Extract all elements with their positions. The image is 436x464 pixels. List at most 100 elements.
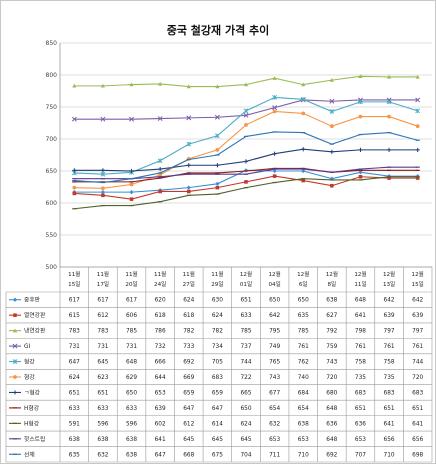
- table-cell: 624: [183, 298, 194, 304]
- data-point: [215, 185, 220, 190]
- table-cell: 623: [97, 375, 108, 381]
- data-point: [100, 116, 106, 122]
- table-cell: 633: [97, 406, 108, 412]
- table-cell: 743: [326, 360, 337, 366]
- table-cell: 683: [412, 390, 423, 396]
- data-point: [215, 147, 220, 152]
- table-cell: 647: [69, 360, 80, 366]
- table-cell: 641: [384, 421, 395, 427]
- data-point: [301, 111, 306, 116]
- table-cell: 731: [97, 344, 108, 350]
- x-category-month: 11월: [211, 270, 223, 278]
- data-point: [415, 97, 421, 103]
- data-point: [415, 124, 420, 129]
- data-point: [301, 168, 306, 174]
- table-cell: 734: [212, 344, 223, 350]
- table-cell: 785: [126, 329, 137, 335]
- table-cell: 710: [384, 452, 395, 458]
- table-cell: 692: [183, 360, 194, 366]
- table-cell: 606: [126, 313, 137, 319]
- legend-label: 핫스트립: [24, 435, 45, 443]
- x-category-day: 15일: [412, 280, 424, 288]
- data-point: [358, 174, 363, 179]
- legend-label: GI: [24, 344, 30, 350]
- table-cell: 659: [212, 390, 223, 396]
- data-point: [358, 114, 363, 119]
- table-cell: 677: [269, 390, 280, 396]
- table-cell: 648: [126, 360, 137, 366]
- data-point: [272, 151, 277, 156]
- x-category-month: 11월: [125, 270, 137, 278]
- data-point: [13, 313, 17, 317]
- x-category-day: 04일: [268, 280, 280, 288]
- table-cell: 647: [212, 406, 223, 412]
- x-category-month: 12월: [412, 270, 424, 278]
- table-cell: 645: [183, 437, 194, 443]
- data-point: [129, 182, 134, 187]
- data-point: [387, 176, 391, 180]
- x-category-month: 12월: [240, 270, 252, 278]
- data-point: [301, 178, 306, 183]
- data-point: [214, 133, 220, 139]
- table-cell: 591: [69, 421, 80, 427]
- table-cell: 792: [326, 329, 337, 335]
- table-cell: 761: [298, 344, 309, 350]
- table-cell: 618: [183, 313, 194, 319]
- data-point: [158, 166, 163, 172]
- x-category-day: 20일: [125, 280, 137, 288]
- table-cell: 651: [240, 298, 251, 304]
- data-point: [129, 82, 134, 87]
- data-point: [158, 172, 163, 177]
- y-tick-label: 850: [46, 40, 58, 47]
- data-point: [215, 181, 220, 186]
- table-cell: 653: [298, 437, 309, 443]
- data-point: [272, 168, 277, 174]
- table-cell: 683: [355, 390, 366, 396]
- table-cell: 698: [412, 452, 423, 458]
- table-cell: 602: [155, 421, 166, 427]
- data-point: [415, 108, 421, 114]
- table-cell: 614: [212, 421, 223, 427]
- table-cell: 797: [384, 329, 395, 335]
- table-cell: 642: [412, 298, 423, 304]
- x-category-month: 12월: [268, 270, 280, 278]
- data-point: [301, 147, 306, 152]
- table-cell: 647: [183, 406, 194, 412]
- data-point: [243, 108, 249, 114]
- table-cell: 733: [183, 344, 194, 350]
- table-cell: 720: [326, 375, 337, 381]
- data-point: [386, 74, 392, 79]
- table-cell: 638: [126, 437, 137, 443]
- table-cell: 639: [384, 313, 395, 319]
- data-point: [72, 191, 77, 196]
- table-cell: 654: [269, 406, 280, 412]
- data-point: [329, 78, 334, 82]
- y-tick-label: 650: [46, 168, 58, 175]
- data-point: [358, 74, 363, 78]
- table-cell: 653: [155, 390, 166, 396]
- table-cell: 638: [97, 437, 108, 443]
- x-category-day: 24일: [154, 280, 166, 288]
- table-cell: 797: [412, 329, 423, 335]
- x-category-month: 12월: [297, 270, 309, 278]
- x-category-month: 12월: [354, 270, 366, 278]
- data-point: [358, 99, 363, 105]
- data-point: [12, 390, 18, 395]
- x-category-month: 11월: [183, 270, 195, 278]
- table-cell: 633: [69, 406, 80, 412]
- table-cell: 638: [126, 452, 137, 458]
- table-cell: 618: [155, 313, 166, 319]
- y-tick-label: 600: [46, 200, 58, 207]
- table-cell: 675: [212, 452, 223, 458]
- data-point: [243, 82, 249, 87]
- table-cell: 624: [212, 313, 223, 319]
- data-point: [272, 105, 278, 111]
- table-cell: 641: [412, 421, 423, 427]
- y-tick-label: 700: [46, 136, 58, 143]
- table-cell: 651: [412, 406, 423, 412]
- data-point: [129, 190, 134, 195]
- table-cell: 648: [355, 298, 366, 304]
- y-tick-label: 750: [46, 104, 58, 111]
- data-point: [157, 158, 163, 164]
- legend-label: H형강: [24, 420, 40, 427]
